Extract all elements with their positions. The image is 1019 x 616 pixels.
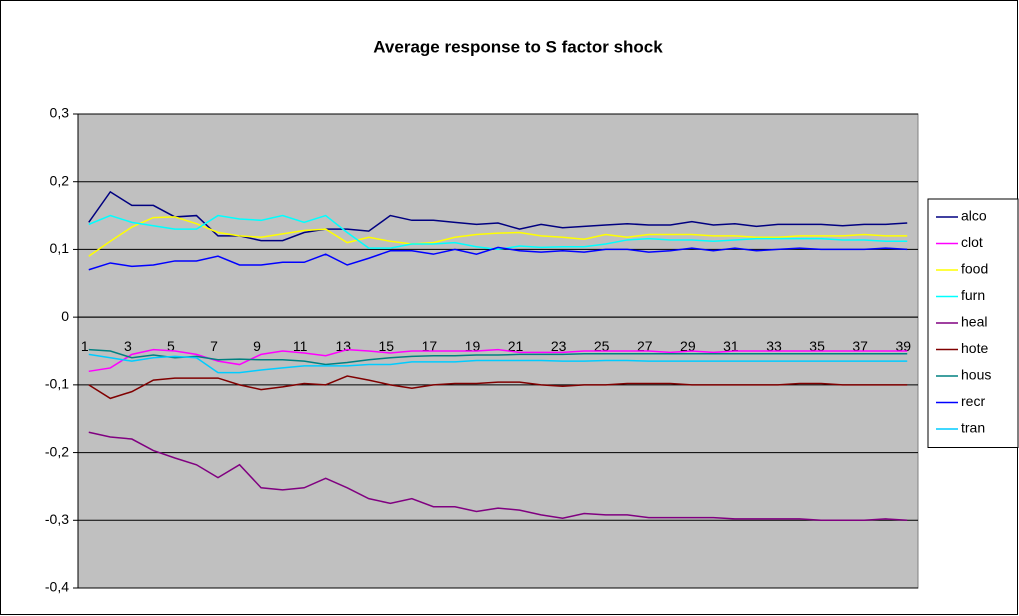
x-tick-label: 37: [852, 338, 868, 354]
x-tick-label: 5: [167, 338, 175, 354]
y-tick-label: 0,1: [50, 240, 70, 256]
x-tick-label: 7: [210, 338, 218, 354]
chart-title: Average response to S factor shock: [373, 37, 663, 56]
legend-label: food: [961, 261, 988, 277]
series-line: [88, 214, 908, 251]
y-tick-label: 0,2: [50, 172, 70, 188]
legend-label: heal: [961, 314, 987, 330]
y-tick-label: 0: [61, 308, 69, 324]
x-tick-label: 11: [293, 338, 308, 354]
x-tick-label: 25: [594, 338, 610, 354]
x-tick-label: 15: [379, 338, 395, 354]
y-tick-label: -0,2: [45, 443, 69, 459]
series-line: [88, 190, 908, 242]
legend-label: recr: [961, 393, 985, 409]
series-line: [88, 431, 908, 522]
legend-label: hote: [961, 340, 988, 356]
y-tick-label: -0,3: [45, 511, 69, 527]
legend-label: hous: [961, 367, 991, 383]
x-tick-label: 9: [253, 338, 261, 354]
x-tick-label: 29: [680, 338, 696, 354]
x-tick-label: 21: [508, 338, 524, 354]
x-tick-label: 31: [723, 338, 739, 354]
series-line: [88, 375, 908, 400]
y-tick-label: -0,1: [45, 376, 69, 392]
x-tick-label: 35: [809, 338, 825, 354]
x-tick-label: 23: [551, 338, 567, 354]
x-tick-label: 17: [422, 338, 438, 354]
legend-label: clot: [961, 234, 983, 250]
x-tick-label: 3: [124, 338, 132, 354]
legend-label: tran: [961, 420, 985, 436]
x-tick-label: 39: [895, 338, 911, 354]
series-line: [88, 216, 908, 257]
series-line: [88, 348, 908, 373]
x-tick-label: 27: [637, 338, 653, 354]
series-line: [88, 348, 908, 366]
y-tick-label: -0,4: [45, 579, 69, 595]
legend-label: alco: [961, 208, 987, 224]
x-tick-label: 19: [465, 338, 481, 354]
series-line: [88, 246, 908, 271]
x-tick-label: 33: [766, 338, 782, 354]
series-line: [88, 353, 908, 374]
y-tick-label: 0,3: [50, 105, 70, 121]
legend-label: furn: [961, 287, 985, 303]
x-tick-label: 1: [81, 338, 89, 354]
